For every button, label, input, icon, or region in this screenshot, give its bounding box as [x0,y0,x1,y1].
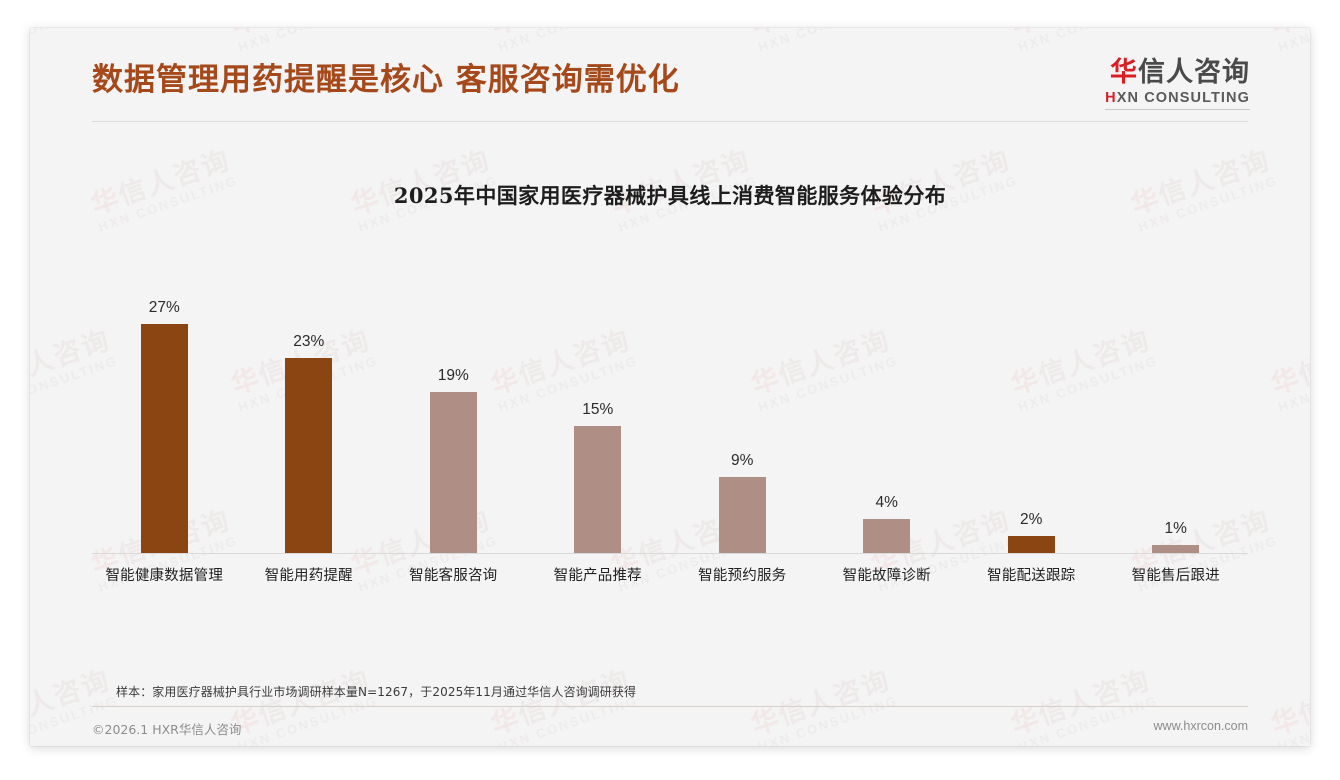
bar-group[interactable]: 23% [237,268,382,553]
x-axis-tick-label: 智能健康数据管理 [105,568,224,584]
logo-english: HXN CONSULTING [1105,90,1250,106]
website-link[interactable]: www.hxrcon.com [1153,719,1248,733]
bar-group[interactable]: 27% [92,268,237,553]
source-note: 样本：家用医疗器械护具行业市场调研样本量N=1267，于2025年11月通过华信… [116,685,637,699]
footer-divider [92,706,1248,707]
x-axis-tick-label: 智能用药提醒 [264,568,353,584]
chart-title: 2025年中国家用医疗器械护具线上消费智能服务体验分布 [393,183,947,208]
logo-english-rest: XN CONSULTING [1116,90,1250,107]
logo-english-accent: H [1105,90,1117,107]
x-axis-tick-label: 智能客服咨询 [409,568,498,584]
x-axis-labels: 智能健康数据管理 智能用药提醒 智能客服咨询 智能产品推荐 智能预约服务 智能故障诊断 智能… [92,564,1248,585]
bar-group[interactable]: 4% [815,268,960,553]
logo-chinese-rest: 信人咨询 [1138,57,1250,88]
bar-group[interactable]: 2% [959,268,1104,553]
bar-value-label: 9% [731,451,754,469]
bar-rect[interactable] [1007,536,1055,553]
bar-chart-plot: 27% 23% 19% 15% 9% 4% 2% 1% [92,268,1248,553]
x-axis-tick-label: 智能产品推荐 [553,568,642,584]
copyright-text: ©2026.1 HXR华信人咨询 [92,722,242,737]
bar-value-label: 4% [875,494,898,511]
x-axis-tick-label: 智能售后跟进 [1131,568,1220,584]
bar-group[interactable]: 19% [381,268,526,553]
slide-card: 华信人咨询 HXN CONSULTING 华信人咨询 HXN CONSULTING 华信… [30,28,1310,746]
x-axis-line [92,553,1248,554]
brand-logo: 华信人咨询 HXN CONSULTING [1105,57,1250,111]
bar-rect[interactable] [429,391,477,553]
slide-header: 数据管理用药提醒是核心 客服咨询需优化 [30,28,1310,121]
bar-group[interactable]: 1% [1104,268,1249,553]
logo-chinese-accent: 华 [1110,57,1138,88]
bar-value-label: 19% [437,366,469,384]
bar-rect[interactable] [863,519,911,553]
bar-group[interactable]: 15% [526,268,671,553]
x-axis-tick-label: 智能故障诊断 [842,568,931,584]
bar-rect[interactable] [285,357,333,553]
bar-rect[interactable] [140,323,188,553]
slide-footer: ©2026.1 HXR华信人咨询 www.hxrcon.com [30,706,1310,746]
logo-underline [1105,109,1250,111]
bar-value-label: 23% [293,332,325,350]
bar-value-label: 2% [1020,511,1043,528]
logo-chinese: 华信人咨询 [1105,57,1250,88]
bar-rect[interactable] [574,425,622,553]
bar-value-label: 27% [148,298,180,316]
page-title: 数据管理用药提醒是核心 客服咨询需优化 [92,62,680,98]
bar-group[interactable]: 9% [670,268,815,553]
bar-rect[interactable] [718,476,766,553]
bar-rect[interactable] [1152,544,1200,553]
bar-value-label: 15% [582,400,614,418]
x-axis-tick-label: 智能预约服务 [698,568,787,584]
header-divider [92,121,1248,122]
x-axis-tick-label: 智能配送跟踪 [987,568,1076,584]
bar-value-label: 1% [1164,519,1187,537]
